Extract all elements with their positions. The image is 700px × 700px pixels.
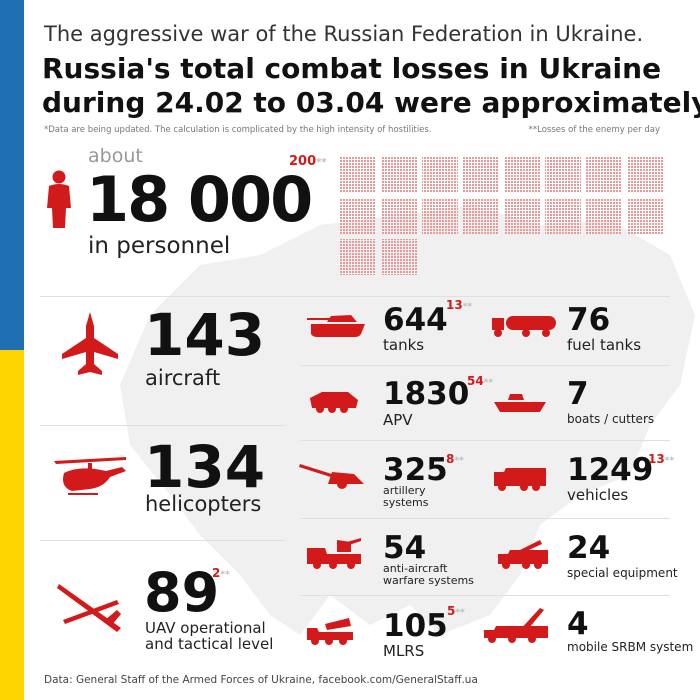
boats-label: boats / cutters bbox=[567, 412, 655, 426]
divider-row-2 bbox=[300, 440, 670, 441]
personnel-per-day: 200** bbox=[289, 154, 327, 169]
anti-aircraft-icon bbox=[307, 538, 361, 569]
uav-label: UAV operational and tactical level bbox=[145, 619, 274, 653]
helicopters-label: helicopters bbox=[145, 492, 262, 516]
fuel-tanks-value: 76 bbox=[567, 302, 611, 338]
note-data-updated: *Data are being updated. The calculation… bbox=[44, 125, 432, 135]
infographic-subtitle: The aggressive war of the Russian Federa… bbox=[44, 22, 644, 46]
divider-left-1 bbox=[40, 425, 285, 426]
apv-value: 1830 bbox=[383, 376, 470, 412]
divider-row-4 bbox=[300, 595, 670, 596]
fuel-tank-icon bbox=[492, 316, 556, 337]
mlrs-per-day: 5** bbox=[447, 604, 465, 618]
missile-launcher-icon bbox=[484, 608, 548, 643]
aircraft-value: 143 bbox=[144, 301, 266, 369]
person-icon bbox=[47, 170, 71, 228]
personnel-prefix: about bbox=[88, 145, 143, 167]
tanks-label: tanks bbox=[383, 336, 425, 354]
fuel-tanks-label: fuel tanks bbox=[567, 336, 642, 354]
special-equipment-label: special equipment bbox=[567, 566, 678, 580]
flag-blue-stripe bbox=[0, 0, 24, 350]
uav-per-day: 2** bbox=[212, 566, 230, 580]
tank-icon bbox=[307, 315, 365, 337]
apv-label: APV bbox=[383, 411, 413, 429]
artillery-label: artillery systems bbox=[383, 484, 429, 509]
srbm-value: 4 bbox=[567, 606, 589, 642]
apv-icon bbox=[310, 392, 358, 413]
personnel-grid-graphic bbox=[340, 157, 663, 275]
mlrs-icon bbox=[307, 618, 353, 645]
title-line-2: during 24.02 to 03.04 were approximately… bbox=[42, 86, 700, 119]
mlrs-value: 105 bbox=[383, 608, 448, 644]
helicopter-icon bbox=[54, 457, 126, 495]
drone-icon bbox=[57, 584, 121, 632]
divider-row-1 bbox=[300, 365, 670, 366]
ukraine-map-background bbox=[120, 205, 695, 635]
infographic-title: Russia's total combat losses in Ukraine … bbox=[42, 52, 700, 120]
fighter-jet-icon bbox=[62, 312, 118, 375]
helicopters-value: 134 bbox=[144, 433, 266, 501]
personnel-label: in personnel bbox=[88, 233, 231, 259]
title-line-1: Russia's total combat losses in Ukraine bbox=[42, 52, 662, 85]
tanks-value: 644 bbox=[383, 302, 448, 338]
boat-icon bbox=[494, 394, 546, 412]
note-per-day: **Losses of the enemy per day bbox=[528, 125, 660, 135]
artillery-value: 325 bbox=[383, 452, 448, 488]
aircraft-label: aircraft bbox=[145, 366, 221, 390]
divider-personnel bbox=[40, 296, 670, 297]
mlrs-label: MLRS bbox=[383, 642, 425, 660]
personnel-value: 18 000 bbox=[86, 163, 313, 236]
footer-source: Data: General Staff of the Armed Forces … bbox=[44, 674, 478, 686]
uav-value: 89 bbox=[144, 561, 220, 624]
flag-yellow-stripe bbox=[0, 350, 24, 700]
artillery-per-day: 8** bbox=[446, 452, 464, 466]
crane-truck-icon bbox=[498, 540, 548, 569]
tanks-per-day: 13** bbox=[446, 298, 473, 312]
vehicles-value: 1249 bbox=[567, 452, 654, 488]
truck-icon bbox=[494, 468, 546, 491]
anti-aircraft-label: anti-aircraft warfare systems bbox=[383, 562, 474, 587]
divider-row-3 bbox=[300, 518, 670, 519]
boats-value: 7 bbox=[567, 376, 589, 412]
apv-per-day: 54** bbox=[467, 374, 494, 388]
vehicles-per-day: 13** bbox=[648, 452, 675, 466]
srbm-label: mobile SRBM system bbox=[567, 640, 694, 654]
vehicles-label: vehicles bbox=[567, 486, 629, 504]
anti-aircraft-value: 54 bbox=[383, 530, 427, 566]
artillery-icon bbox=[299, 464, 364, 489]
special-equipment-value: 24 bbox=[567, 530, 611, 566]
divider-left-2 bbox=[40, 540, 285, 541]
